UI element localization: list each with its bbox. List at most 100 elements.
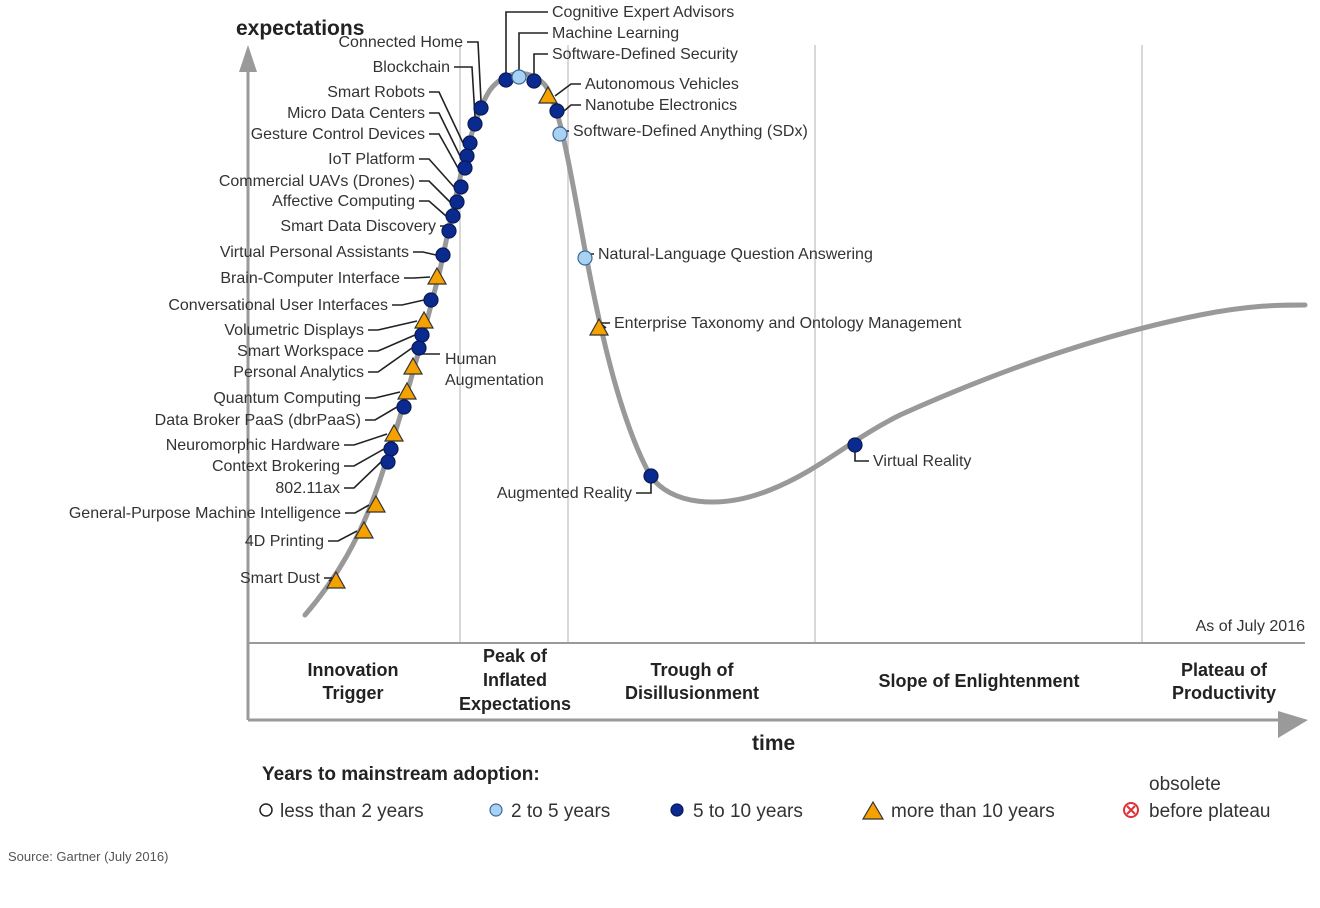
leader-line [554, 83, 581, 97]
tech-label-neuromorphic-hardware: Neuromorphic Hardware [166, 437, 340, 454]
tech-label-iot-platform: IoT Platform [328, 151, 415, 168]
leader-line [392, 299, 425, 306]
leader-line [344, 448, 385, 467]
tech-label-data-broker-paas-dbrpaas: Data Broker PaaS (dbrPaaS) [155, 412, 361, 429]
tech-label-volumetric-displays: Volumetric Displays [224, 322, 364, 339]
x-axis-label: time [752, 732, 795, 755]
phase-plateau: Plateau of Productivity [1172, 660, 1276, 703]
leader-line [404, 276, 431, 279]
tech-label-machine-learning: Machine Learning [552, 25, 679, 42]
phase-innovation-trigger: Innovation Trigger [308, 660, 399, 703]
marker-quantum-computing-triangle-icon[interactable] [396, 381, 418, 400]
tech-label-smart-data-discovery: Smart Data Discovery [280, 218, 436, 235]
phase-slope: Slope of Enlightenment [879, 671, 1080, 691]
marker-affective-computing-circle-icon[interactable] [445, 208, 461, 224]
phase-dividers [459, 45, 1143, 642]
tech-label-micro-data-centers: Micro Data Centers [287, 105, 425, 122]
tech-label-virtual-personal-assistants: Virtual Personal Assistants [220, 244, 409, 261]
marker-data-broker-paas-dbrpaas-circle-icon[interactable] [396, 399, 412, 415]
marker-virtual-personal-assistants-circle-icon[interactable] [435, 247, 451, 263]
marker-neuromorphic-hardware-triangle-icon[interactable] [383, 423, 405, 442]
leader-line [518, 32, 548, 70]
marker-general-purpose-machine-intelligence-triangle-icon[interactable] [365, 494, 387, 513]
marker-brain-computer-interface-triangle-icon[interactable] [426, 266, 448, 285]
phase-peak: Peak of Inflated Expectations [459, 646, 571, 714]
tech-label-software-defined-security: Software-Defined Security [552, 46, 738, 63]
as-of-date: As of July 2016 [1196, 618, 1306, 635]
tech-label-commercial-uavs-drones: Commercial UAVs (Drones) [219, 173, 415, 190]
marker-nanotube-electronics-circle-icon[interactable] [549, 103, 565, 119]
marker-machine-learning-circle-icon[interactable] [511, 69, 527, 85]
leader-line [365, 406, 398, 421]
axes [239, 45, 1308, 738]
marker-smart-dust-triangle-icon[interactable] [325, 570, 347, 589]
hype-curve [302, 71, 1308, 618]
leader-line [345, 504, 370, 514]
marker-software-defined-security-circle-icon[interactable] [526, 73, 542, 89]
tech-label-4d-printing: 4D Printing [245, 533, 324, 550]
leader-line [368, 334, 416, 352]
marker-software-defined-anything-sdx-circle-icon[interactable] [552, 126, 568, 142]
x-axis-arrow-icon [1278, 711, 1308, 738]
tech-label-personal-analytics: Personal Analytics [233, 364, 364, 381]
tech-label-smart-robots: Smart Robots [327, 84, 425, 101]
marker-cognitive-expert-advisors-circle-icon[interactable] [498, 72, 514, 88]
leader-line [368, 347, 413, 373]
marker-augmented-reality-circle-icon[interactable] [643, 468, 659, 484]
phase-labels: Innovation Trigger Peak of Inflated Expecta… [308, 646, 1277, 714]
marker-blockchain-circle-icon[interactable] [467, 116, 483, 132]
leader-line [854, 452, 869, 462]
marker-conversational-user-interfaces-circle-icon[interactable] [423, 292, 439, 308]
marker-human-augmentation-triangle-icon[interactable] [402, 356, 424, 375]
legend-item-label: more than 10 years [891, 801, 1055, 822]
legend-obsolete-label: obsolete before plateau [1149, 774, 1271, 822]
leader-line [413, 251, 437, 256]
marker-802-11ax-circle-icon[interactable] [380, 454, 396, 470]
tech-label-general-purpose-machine-intelligence: General-Purpose Machine Intelligence [69, 505, 341, 522]
tech-label-context-brokering: Context Brokering [212, 458, 340, 475]
phase-trough: Trough of Disillusionment [625, 660, 759, 703]
tech-label-natural-language-question-answering: Natural-Language Question Answering [598, 246, 873, 263]
tech-label-blockchain: Blockchain [373, 59, 450, 76]
marker-4d-printing-triangle-icon[interactable] [353, 520, 375, 539]
leader-line [365, 391, 401, 399]
leader-line [344, 433, 388, 446]
source-note: Source: Gartner (July 2016) [8, 849, 168, 864]
leader-line [454, 66, 476, 118]
marker-virtual-reality-circle-icon[interactable] [847, 437, 863, 453]
marker-gesture-control-devices-circle-icon[interactable] [457, 160, 473, 176]
marker-smart-workspace-circle-icon[interactable] [414, 327, 430, 343]
legend-2-to-5-icon [489, 803, 503, 817]
tech-label-software-defined-anything-sdx: Software-Defined Anything (SDx) [573, 123, 808, 140]
leader-line [419, 200, 447, 217]
leader-line [419, 158, 455, 188]
leader-line [505, 11, 548, 73]
tech-label-quantum-computing: Quantum Computing [213, 390, 361, 407]
leader-line [429, 112, 461, 157]
legend-item-label: less than 2 years [280, 801, 424, 822]
tech-label-nanotube-electronics: Nanotube Electronics [585, 97, 737, 114]
marker-natural-language-question-answering-circle-icon[interactable] [577, 250, 593, 266]
marker-context-brokering-circle-icon[interactable] [383, 441, 399, 457]
marker-smart-data-discovery-circle-icon[interactable] [441, 223, 457, 239]
marker-autonomous-vehicles-triangle-icon[interactable] [537, 85, 559, 104]
tech-label-smart-workspace: Smart Workspace [237, 343, 364, 360]
tech-label-human-augmentation: Human Augmentation [445, 351, 544, 389]
legend-title: Years to mainstream adoption: [262, 764, 540, 785]
marker-connected-home-circle-icon[interactable] [473, 100, 489, 116]
leader-line [636, 483, 652, 494]
marker-smart-robots-circle-icon[interactable] [462, 135, 478, 151]
marker-personal-analytics-circle-icon[interactable] [411, 340, 427, 356]
tech-label-augmented-reality: Augmented Reality [497, 485, 632, 502]
leader-line [429, 91, 464, 144]
marker-enterprise-taxonomy-and-ontology-management-triangle-icon[interactable] [588, 317, 610, 336]
marker-commercial-uavs-drones-circle-icon[interactable] [449, 194, 465, 210]
marker-iot-platform-circle-icon[interactable] [453, 179, 469, 195]
legend: Years to mainstream adoption: less than … [259, 764, 1271, 822]
leader-line [419, 180, 451, 203]
y-axis-arrow-icon [239, 45, 257, 72]
tech-label-cognitive-expert-advisors: Cognitive Expert Advisors [552, 4, 734, 21]
y-axis-label: expectations [236, 17, 364, 40]
